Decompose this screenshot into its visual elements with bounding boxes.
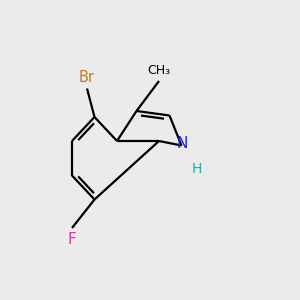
Text: N: N: [177, 136, 188, 152]
Text: CH₃: CH₃: [147, 64, 171, 76]
Text: F: F: [68, 232, 76, 247]
Text: Br: Br: [79, 70, 95, 86]
Text: H: H: [191, 162, 202, 176]
